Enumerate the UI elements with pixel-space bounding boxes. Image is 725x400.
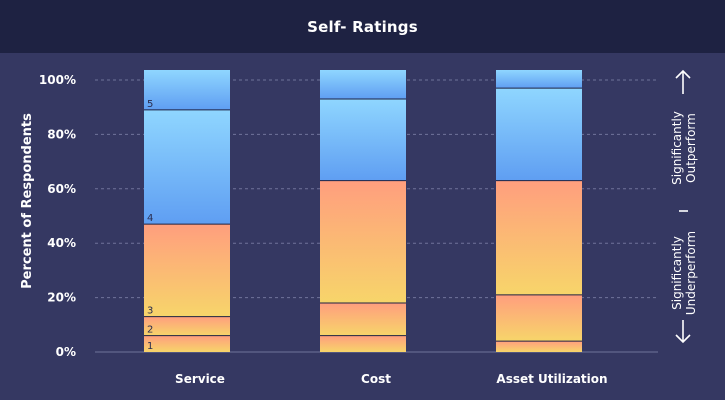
down-arrow-icon: [675, 320, 691, 344]
bar-segment: [320, 70, 406, 100]
y-tick-label: 20%: [47, 291, 76, 305]
bars: 1 2 3 4 5: [144, 70, 582, 352]
bar-segment: [320, 303, 406, 336]
y-tick-label: 0%: [56, 345, 76, 359]
side-annotation: SignificantlyOutperform SignificantlyUnd…: [670, 69, 698, 344]
bar-segment: [320, 180, 406, 304]
outperform-label: SignificantlyOutperform: [670, 111, 698, 185]
segment-label: 2: [147, 325, 153, 336]
bar-segment: [144, 109, 230, 225]
underperform-label: SignificantlyUnderperform: [670, 231, 698, 315]
bar-segment: [144, 335, 230, 352]
x-category-label: Service: [175, 372, 225, 386]
segment-label: 5: [147, 99, 153, 110]
bar-segment: [144, 224, 230, 317]
up-arrow-icon: [675, 69, 691, 94]
bar-segment: [496, 180, 582, 295]
bar-segment: [144, 316, 230, 336]
bar-segment: [320, 99, 406, 181]
y-tick-label: 100%: [39, 73, 76, 87]
x-category-label: Cost: [361, 372, 391, 386]
y-tick-label: 60%: [47, 182, 76, 196]
x-category-label: Asset Utilization: [496, 372, 607, 386]
segment-label: 3: [147, 306, 153, 317]
y-tick-labels: 0% 20% 40% 60% 80% 100%: [39, 73, 76, 359]
segment-label: 1: [147, 341, 153, 352]
bar-segment: [144, 70, 230, 110]
y-axis-title: Percent of Respondents: [20, 113, 35, 289]
segment-label: 4: [147, 213, 153, 224]
bar-segment: [496, 341, 582, 352]
bar-segment: [320, 335, 406, 352]
chart-header: Self- Ratings: [0, 0, 725, 53]
y-tick-label: 80%: [47, 127, 76, 141]
x-category-labels: Service Cost Asset Utilization: [175, 372, 608, 386]
y-tick-label: 40%: [47, 236, 76, 250]
bar-segment: [496, 88, 582, 181]
bar-segment: [496, 294, 582, 342]
bar-segment: [496, 70, 582, 89]
chart-title: Self- Ratings: [307, 17, 418, 36]
